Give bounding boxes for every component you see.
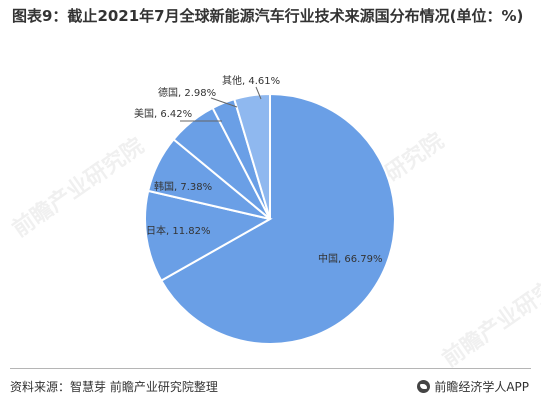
slice-label-德国: 德国, 2.98% [158, 86, 216, 99]
slice-label-韩国: 韩国, 7.38% [154, 180, 212, 193]
chart-title: 图表9：截止2021年7月全球新能源汽车行业技术来源国分布情况(单位：%) [12, 7, 524, 25]
pie-slice-中国 [159, 92, 396, 345]
brand-name: 前瞻经济学人APP [434, 380, 529, 394]
slice-label-其他: 其他, 4.61% [222, 74, 280, 87]
pie-slice-其他 [233, 92, 271, 220]
brand-mark: 前瞻经济学人APP [417, 378, 529, 395]
pie-slice-日本 [144, 189, 273, 283]
leader-line-其他 [255, 86, 262, 100]
slice-label-日本: 日本, 11.82% [146, 224, 211, 237]
slice-label-美国: 美国, 6.42% [134, 107, 192, 120]
brand-logo-icon [417, 380, 431, 393]
footer-divider [10, 368, 531, 369]
leader-line-德国 [210, 97, 238, 108]
source-note: 资料来源：智慧芽 前瞻产业研究院整理 [10, 380, 218, 394]
slice-label-中国: 中国, 66.79% [318, 252, 383, 265]
